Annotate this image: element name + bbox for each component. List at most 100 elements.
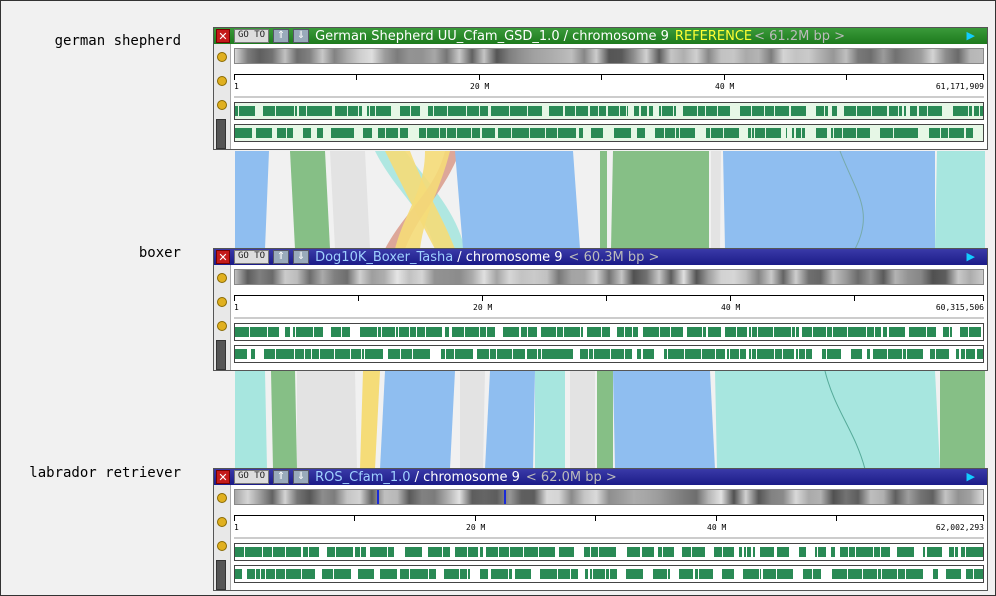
feature-block[interactable] bbox=[882, 327, 888, 337]
feature-block[interactable] bbox=[760, 547, 774, 557]
option-dot-icon[interactable] bbox=[217, 517, 227, 527]
feature-block[interactable] bbox=[743, 547, 746, 557]
feature-block[interactable] bbox=[479, 569, 488, 579]
feature-track[interactable] bbox=[234, 124, 984, 142]
feature-block[interactable] bbox=[668, 569, 671, 579]
feature-block[interactable] bbox=[276, 106, 295, 116]
feature-block[interactable] bbox=[671, 327, 684, 337]
feature-block[interactable] bbox=[585, 569, 589, 579]
feature-block[interactable] bbox=[564, 106, 576, 116]
feature-block[interactable] bbox=[509, 547, 524, 557]
move-up-icon[interactable]: ⇑ bbox=[273, 470, 290, 484]
feature-block[interactable] bbox=[980, 106, 983, 116]
feature-block[interactable] bbox=[265, 569, 275, 579]
feature-block[interactable] bbox=[752, 547, 755, 557]
feature-block[interactable] bbox=[703, 327, 707, 337]
feature-block[interactable] bbox=[875, 327, 882, 337]
feature-block[interactable] bbox=[633, 327, 639, 337]
feature-block[interactable] bbox=[822, 349, 826, 359]
feature-block[interactable] bbox=[404, 547, 422, 557]
feature-block[interactable] bbox=[360, 547, 366, 557]
feature-block[interactable] bbox=[477, 349, 489, 359]
feature-block[interactable] bbox=[452, 327, 464, 337]
chromosome-ideogram[interactable] bbox=[234, 48, 984, 64]
feature-block[interactable] bbox=[499, 547, 509, 557]
feature-block[interactable] bbox=[899, 106, 903, 116]
feature-block[interactable] bbox=[881, 547, 891, 557]
feature-block[interactable] bbox=[799, 547, 806, 557]
feature-block[interactable] bbox=[926, 547, 942, 557]
feature-block[interactable] bbox=[843, 128, 857, 138]
feature-block[interactable] bbox=[524, 547, 539, 557]
feature-block[interactable] bbox=[598, 106, 607, 116]
feature-block[interactable] bbox=[721, 569, 735, 579]
feature-block[interactable] bbox=[512, 349, 526, 359]
feature-block[interactable] bbox=[815, 128, 827, 138]
length-label[interactable]: < 61.2M bp > bbox=[754, 28, 845, 44]
feature-block[interactable] bbox=[386, 128, 398, 138]
feature-block[interactable] bbox=[542, 349, 557, 359]
feature-block[interactable] bbox=[752, 106, 764, 116]
feature-block[interactable] bbox=[589, 569, 593, 579]
feature-block[interactable] bbox=[512, 128, 529, 138]
feature-block[interactable] bbox=[251, 349, 256, 359]
feature-block[interactable] bbox=[716, 349, 726, 359]
feature-block[interactable] bbox=[508, 569, 513, 579]
feature-block[interactable] bbox=[460, 569, 467, 579]
feature-block[interactable] bbox=[410, 569, 429, 579]
feature-block[interactable] bbox=[830, 128, 834, 138]
feature-block[interactable] bbox=[334, 106, 347, 116]
feature-block[interactable] bbox=[856, 106, 872, 116]
feature-block[interactable] bbox=[762, 569, 777, 579]
feature-block[interactable] bbox=[795, 327, 800, 337]
feature-block[interactable] bbox=[730, 349, 740, 359]
feature-block[interactable] bbox=[261, 569, 265, 579]
feature-block[interactable] bbox=[292, 327, 295, 337]
feature-block[interactable] bbox=[723, 128, 739, 138]
chromosome-ideogram[interactable] bbox=[234, 489, 984, 505]
feature-block[interactable] bbox=[380, 569, 398, 579]
feature-block[interactable] bbox=[304, 349, 312, 359]
feature-block[interactable] bbox=[736, 327, 748, 337]
feature-block[interactable] bbox=[396, 327, 399, 337]
feature-block[interactable] bbox=[826, 327, 833, 337]
feature-block[interactable] bbox=[428, 547, 443, 557]
feature-block[interactable] bbox=[613, 128, 631, 138]
feature-block[interactable] bbox=[351, 349, 362, 359]
feature-block[interactable] bbox=[872, 106, 888, 116]
feature-block[interactable] bbox=[316, 128, 323, 138]
feature-block[interactable] bbox=[636, 349, 641, 359]
feature-block[interactable] bbox=[557, 349, 573, 359]
feature-block[interactable] bbox=[785, 128, 788, 138]
feature-block[interactable] bbox=[246, 569, 255, 579]
feature-block[interactable] bbox=[593, 349, 610, 359]
feature-block[interactable] bbox=[949, 547, 954, 557]
feature-block[interactable] bbox=[602, 327, 611, 337]
feature-block[interactable] bbox=[740, 106, 751, 116]
feature-block[interactable] bbox=[486, 547, 499, 557]
feature-block[interactable] bbox=[455, 547, 467, 557]
feature-block[interactable] bbox=[326, 547, 336, 557]
feature-block[interactable] bbox=[955, 349, 960, 359]
feature-block[interactable] bbox=[798, 349, 805, 359]
feature-block[interactable] bbox=[739, 547, 743, 557]
option-dot-icon[interactable] bbox=[217, 297, 227, 307]
feature-block[interactable] bbox=[528, 327, 537, 337]
feature-block[interactable] bbox=[805, 349, 813, 359]
feature-block[interactable] bbox=[367, 106, 370, 116]
feature-block[interactable] bbox=[748, 327, 752, 337]
feature-block[interactable] bbox=[541, 327, 556, 337]
feature-block[interactable] bbox=[959, 327, 968, 337]
feature-block[interactable] bbox=[530, 128, 545, 138]
feature-block[interactable] bbox=[309, 547, 320, 557]
feature-block[interactable] bbox=[893, 128, 899, 138]
feature-block[interactable] bbox=[792, 327, 795, 337]
feature-block[interactable] bbox=[872, 349, 887, 359]
feature-block[interactable] bbox=[556, 327, 563, 337]
feature-block[interactable] bbox=[330, 327, 341, 337]
feature-block[interactable] bbox=[928, 106, 943, 116]
feature-block[interactable] bbox=[610, 349, 625, 359]
chromosome-ideogram[interactable] bbox=[234, 269, 984, 285]
feature-block[interactable] bbox=[752, 327, 757, 337]
feature-block[interactable] bbox=[965, 128, 974, 138]
